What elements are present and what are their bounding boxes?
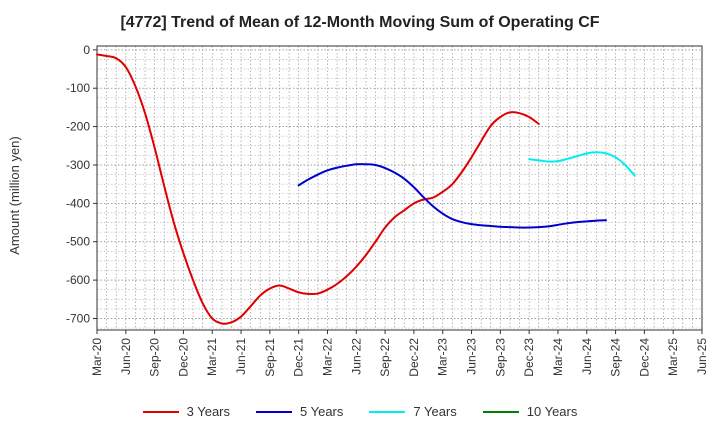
y-tick-label: -100 xyxy=(66,81,90,95)
x-tick-label: Mar-21 xyxy=(205,338,219,376)
y-tick-label: -200 xyxy=(66,120,90,134)
y-tick-label: -500 xyxy=(66,235,90,249)
x-tick-label: Dec-24 xyxy=(637,338,651,377)
legend-label: 5 Years xyxy=(300,404,344,419)
legend-item-10-years: 10 Years xyxy=(482,404,578,419)
y-tick-label: -300 xyxy=(66,158,90,172)
y-tick-label: -600 xyxy=(66,273,90,287)
x-tick-label: Sep-22 xyxy=(378,338,392,377)
x-tick-label: Mar-24 xyxy=(551,338,565,376)
legend-swatch xyxy=(482,410,519,413)
legend-label: 7 Years xyxy=(413,404,457,419)
x-tick-label: Jun-23 xyxy=(465,338,479,375)
legend-swatch xyxy=(256,410,292,413)
x-tick-label: Dec-23 xyxy=(522,338,536,377)
series-line-5-years xyxy=(297,163,607,229)
legend-item-5-years: 5 Years xyxy=(256,404,343,419)
x-tick-label: Dec-21 xyxy=(292,338,306,377)
x-tick-label: Jun-22 xyxy=(349,338,363,375)
plot-area xyxy=(97,46,702,330)
x-tick-label: Dec-22 xyxy=(407,338,421,377)
x-tick-label: Mar-20 xyxy=(90,338,104,376)
x-tick-label: Jun-25 xyxy=(695,338,709,375)
x-tick-label: Jun-24 xyxy=(580,338,594,375)
legend-item-7-years: 7 Years xyxy=(369,404,457,419)
x-tick-label: Dec-20 xyxy=(176,338,190,377)
x-tick-label: Mar-25 xyxy=(666,338,680,376)
x-tick-label: Sep-20 xyxy=(148,338,162,377)
chart-title: [4772] Trend of Mean of 12-Month Moving … xyxy=(120,14,600,31)
x-tick-label: Sep-23 xyxy=(493,338,507,377)
legend-label: 10 Years xyxy=(526,404,578,419)
x-tick-label: Mar-22 xyxy=(320,338,334,376)
legend-item-3-years: 3 Years xyxy=(142,404,230,419)
legend-swatch xyxy=(369,410,406,413)
legend-swatch xyxy=(142,410,179,413)
x-tick-label: Sep-24 xyxy=(609,338,623,377)
legend: 3 Years 5 Years 7 Years 10 Years xyxy=(0,404,720,419)
series-line-7-years xyxy=(528,151,636,177)
x-tick-label: Mar-23 xyxy=(436,338,450,376)
y-tick-label: 0 xyxy=(83,43,90,57)
y-tick-label: -400 xyxy=(66,196,90,210)
x-tick-label: Jun-21 xyxy=(234,338,248,375)
x-tick-label: Jun-20 xyxy=(119,338,133,375)
y-tick-label: -700 xyxy=(66,311,90,325)
legend-label: 3 Years xyxy=(186,404,230,419)
x-tick-label: Sep-21 xyxy=(263,338,277,377)
series-line-3-years xyxy=(96,53,540,325)
plot-frame xyxy=(96,45,703,331)
